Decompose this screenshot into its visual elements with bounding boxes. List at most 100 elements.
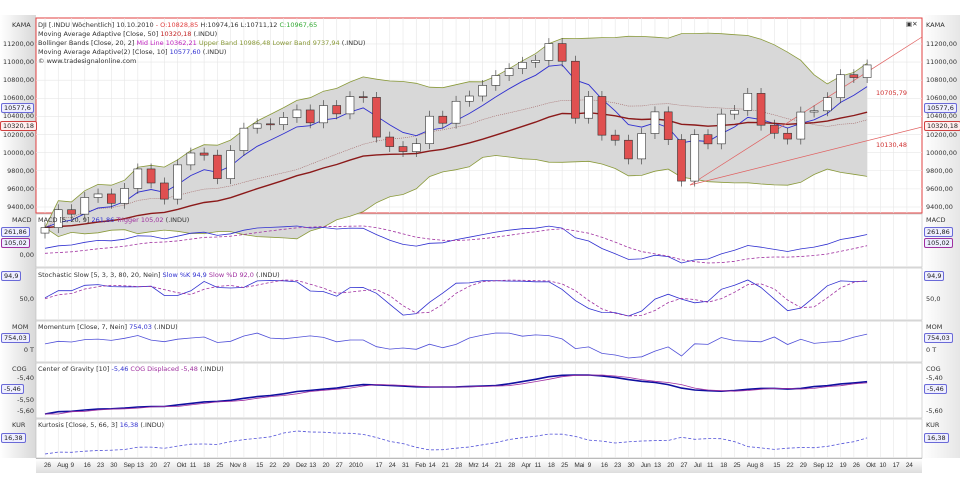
kama50-badge-left: 10320,18	[0, 121, 38, 131]
time-tick: 24	[905, 462, 913, 469]
candle-body	[597, 96, 607, 136]
trendline-upper-label: 10705,79	[876, 89, 908, 97]
stoch-tick-right: 50,0	[926, 295, 941, 303]
mom-badge-left: 754,03	[1, 333, 30, 343]
candle-body	[730, 110, 739, 115]
time-tick: 31	[402, 462, 409, 469]
time-tick: 26	[44, 462, 51, 469]
legend-value: 16,38	[119, 421, 139, 429]
panel-name-kur-right: KUR	[926, 421, 940, 429]
macd-badge-right: 261,86	[924, 227, 953, 237]
time-tick: 22	[269, 462, 277, 469]
price-tick: 10400,00	[2, 112, 34, 121]
time-tick: Aug	[57, 462, 69, 469]
candle-body	[703, 134, 713, 145]
legend-value: 754,03	[129, 323, 152, 331]
candle-body	[610, 134, 620, 141]
time-tick: Feb	[415, 462, 426, 469]
candle-body	[292, 109, 302, 118]
legend-kama10: Moving Average Adaptive(2) [Close, 10] 1…	[38, 48, 226, 56]
candle-body	[756, 93, 766, 126]
chart-window: KAMA KAMA DJI [.INDU Wöchentlich] 10.10.…	[0, 15, 960, 473]
trendline-lower	[689, 126, 923, 186]
candle-body	[385, 136, 395, 147]
symbol-header: DJI [.INDU Wöchentlich] 10.10.2010 - O:1…	[38, 21, 317, 29]
candle-body	[319, 105, 328, 124]
maximize-icon[interactable]: ▣✕	[906, 20, 918, 28]
legend-lower: Lower Band 9737,94	[272, 39, 340, 47]
time-tick: 20	[322, 462, 330, 469]
candle-body	[743, 93, 753, 111]
time-tick: 15	[773, 462, 781, 469]
legend-label: Momentum [Close, 7, Nein]	[38, 323, 128, 331]
time-axis[interactable]: 26 Aug 9 16 23 30 Sep 13 20 27 Okt 11 18 25 Nov 8 15 22 29…	[36, 458, 922, 473]
kama10-badge-left: 10577,6	[1, 103, 34, 113]
candle-body	[624, 139, 633, 160]
panel-name-cog-right: COG	[926, 365, 941, 373]
price-tick: 9800,00	[7, 166, 34, 175]
candle-body	[266, 123, 275, 126]
panel-name-kama[interactable]: KAMA	[12, 21, 31, 29]
cog-displaced-line	[45, 374, 868, 415]
legend-upper: Upper Band 10986,48	[198, 39, 271, 47]
time-tick: 9	[70, 462, 75, 469]
candle-body	[557, 43, 567, 62]
open-value: - O:10828,85	[155, 21, 199, 29]
time-tick: 23	[614, 462, 622, 469]
panel-name-kur[interactable]: KUR	[12, 421, 26, 429]
legend-k: Slow %K 94,9	[162, 271, 207, 279]
candle-body	[93, 193, 103, 198]
time-tick: 16	[600, 462, 608, 469]
candle-body	[504, 68, 514, 76]
panel-name-cog[interactable]: COG	[12, 365, 27, 373]
stoch-badge-right: 94,9	[924, 271, 945, 281]
candle-body	[279, 117, 288, 125]
time-tick: 13	[136, 462, 144, 469]
close-value: C:10967,65	[279, 21, 318, 29]
price-tick: 10600,00	[2, 94, 34, 103]
legend-symbol: (.INDU)	[193, 30, 218, 38]
cog-tick: -5,40	[17, 374, 34, 382]
mom-tick: 0 T	[23, 346, 34, 354]
legend-symbol: (.INDU)	[256, 271, 280, 279]
time-tick: 11	[707, 462, 714, 469]
legend-label: Kurtosis [Close, 5, 66, 3]	[38, 421, 118, 429]
time-tick: 20	[150, 462, 157, 469]
candle-body	[332, 105, 342, 115]
chart-plot[interactable]	[0, 15, 960, 473]
time-tick: Dez	[295, 462, 307, 469]
candle-body	[186, 152, 196, 166]
high-value: H:10974,16	[200, 21, 239, 29]
stoch-badge-left: 94,9	[1, 271, 22, 281]
time-tick: Apr	[521, 462, 531, 469]
time-tick: 2010	[348, 462, 363, 469]
time-tick: 20	[667, 462, 675, 469]
candle-body	[823, 97, 832, 112]
panel-name-mom[interactable]: MOM	[12, 323, 29, 331]
stoch-d-line	[44, 279, 868, 317]
time-tick: 18	[203, 462, 210, 469]
price-tick: 9400,00	[926, 203, 953, 211]
panel-name-macd[interactable]: MACD	[12, 216, 32, 224]
candle-body	[531, 60, 540, 63]
legend-kama50: Moving Average Adaptive [Close, 50] 1032…	[38, 30, 217, 38]
candle-body	[650, 111, 660, 134]
time-tick: Mrz	[468, 462, 479, 469]
time-tick: Okt	[176, 462, 187, 469]
candle-body	[160, 182, 169, 200]
copyright: © www.tradesignalonline.com	[38, 57, 137, 65]
candle-body	[451, 100, 461, 124]
candle-body	[239, 127, 249, 151]
candle-body	[862, 64, 872, 78]
time-tick: 12	[826, 462, 834, 469]
candle-body	[146, 168, 156, 184]
candle-body	[53, 209, 63, 228]
time-tick: 8	[760, 462, 764, 469]
candle-body	[372, 97, 381, 138]
time-tick: Jul	[693, 462, 702, 469]
stoch-tick: 50,0	[19, 295, 34, 303]
candle-body	[478, 85, 487, 97]
time-tick: 14	[481, 462, 489, 469]
candle-body	[120, 188, 129, 204]
legend-value: -5,46	[111, 365, 129, 373]
